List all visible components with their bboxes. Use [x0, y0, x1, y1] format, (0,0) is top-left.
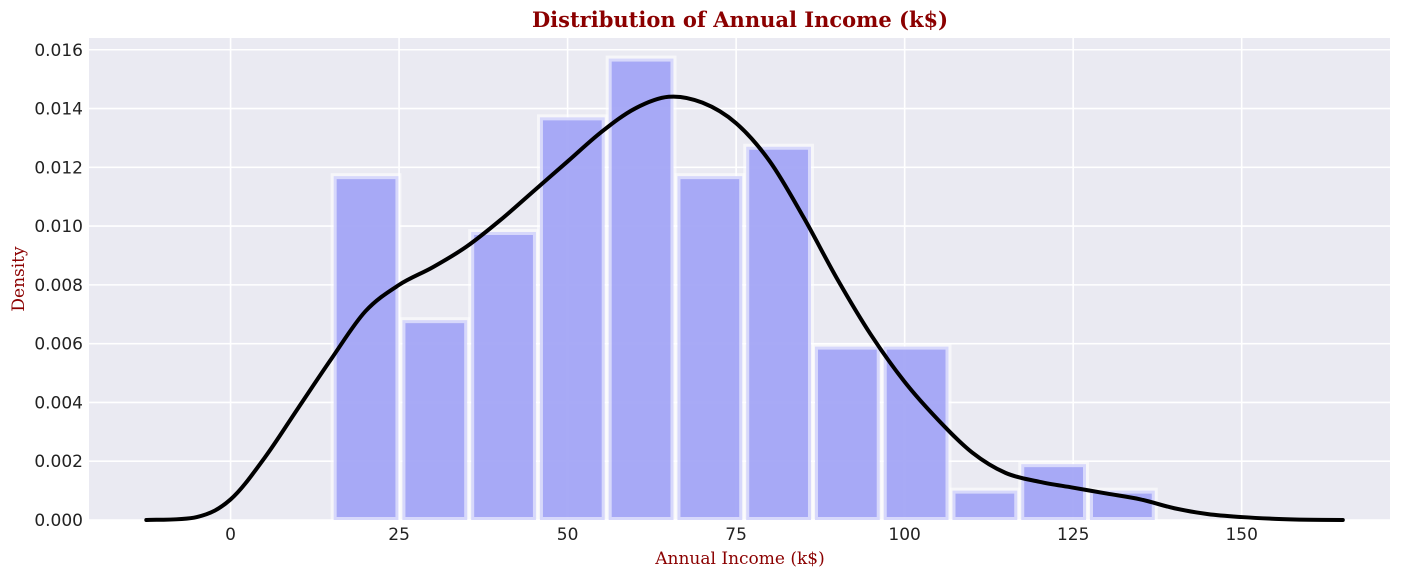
y-axis-label: Density [9, 246, 29, 312]
x-tick-label: 50 [557, 525, 579, 545]
y-tick-label: 0.002 [34, 452, 83, 472]
histogram-bar [949, 487, 1021, 523]
y-tick-label: 0.000 [34, 511, 83, 531]
histogram-bar [399, 317, 471, 523]
histogram-bars [330, 55, 1158, 524]
chart-title: Distribution of Annual Income (k$) [532, 7, 948, 32]
x-tick-label: 150 [1225, 525, 1257, 545]
y-tick-label: 0.010 [34, 217, 83, 237]
x-tick-labels: 0 25 50 75 100 125 150 [225, 525, 1258, 545]
y-tick-label: 0.014 [34, 100, 83, 120]
x-tick-label: 125 [1057, 525, 1089, 545]
y-tick-label: 0.008 [34, 276, 83, 296]
x-tick-label: 75 [725, 525, 747, 545]
kde-curve [144, 94, 1345, 522]
x-axis-label: Annual Income (k$) [654, 549, 825, 569]
x-tick-label: 100 [888, 525, 920, 545]
histogram-bar [330, 173, 402, 523]
y-tick-labels: 0.000 0.002 0.004 0.006 0.008 0.010 0.012 0.014… [34, 41, 83, 531]
y-tick-label: 0.004 [34, 393, 83, 413]
histogram-bar [1087, 487, 1158, 523]
histogram-bar [468, 228, 539, 523]
histogram-bar [674, 173, 746, 523]
y-tick-label: 0.016 [34, 41, 83, 61]
histogram-bar [880, 343, 952, 523]
histogram-bar [605, 55, 677, 523]
histogram-bar [811, 343, 883, 523]
y-tick-label: 0.012 [34, 158, 83, 178]
histogram-bar [743, 143, 814, 523]
y-tick-label: 0.006 [34, 335, 83, 355]
x-tick-label: 25 [388, 525, 410, 545]
histogram-bar [1018, 461, 1090, 524]
histogram-bar [536, 114, 608, 523]
x-tick-label: 0 [225, 525, 236, 545]
